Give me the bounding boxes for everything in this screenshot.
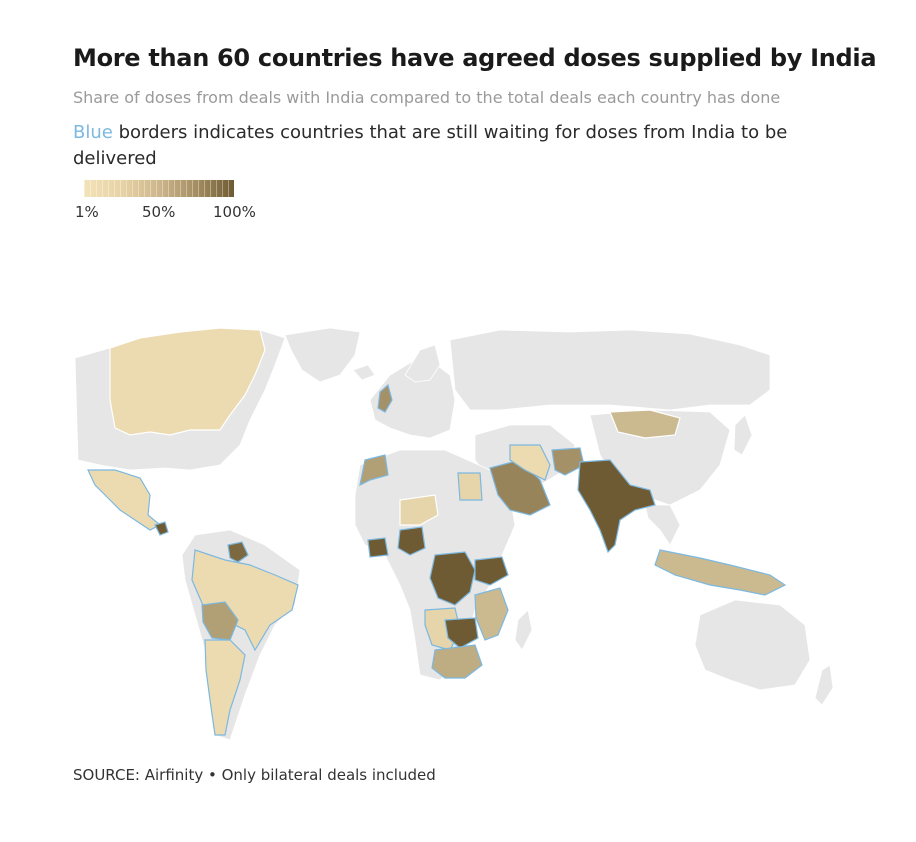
country-uganda-kenya — [474, 556, 509, 586]
legend-max-label: 100% — [213, 203, 256, 221]
country-nicaragua — [154, 521, 169, 536]
country-argentina-chile — [204, 639, 246, 736]
country-zambia-zimbabwe — [444, 617, 479, 649]
country-guyana-suriname — [227, 541, 249, 563]
country-dr-congo — [429, 551, 476, 606]
country-mexico-central-america — [87, 469, 162, 531]
source-note: SOURCE: Airfinity • Only bilateral deals… — [73, 766, 436, 784]
country-morocco — [359, 454, 389, 487]
country-tanzania-mozambique — [474, 587, 509, 641]
legend-note: Blue borders indicates countries that ar… — [73, 120, 843, 172]
country-mongolia — [609, 409, 681, 439]
chart-title: More than 60 countries have agreed doses… — [73, 44, 877, 72]
country-south-africa — [431, 644, 483, 679]
country-canada — [109, 327, 266, 436]
highlighted-countries — [87, 327, 787, 736]
chart-subtitle: Share of doses from deals with India com… — [73, 88, 781, 107]
country-afghanistan — [551, 447, 585, 476]
note-text: borders indicates countries that are sti… — [73, 122, 788, 169]
legend-gradient-bar — [84, 180, 234, 197]
color-legend: 1% 50% 100% — [73, 180, 273, 224]
country-ghana-cote-divoire — [367, 537, 389, 558]
legend-mid-label: 50% — [142, 203, 176, 221]
country-nigeria — [397, 526, 426, 556]
country-indonesia-philippines — [654, 549, 787, 596]
country-iran — [509, 444, 551, 481]
legend-min-label: 1% — [75, 203, 99, 221]
note-highlight: Blue — [73, 122, 113, 143]
country-uk — [377, 383, 393, 413]
country-niger — [399, 494, 439, 526]
country-egypt — [457, 472, 483, 501]
world-map — [74, 327, 834, 741]
country-india-bangladesh — [577, 459, 656, 554]
